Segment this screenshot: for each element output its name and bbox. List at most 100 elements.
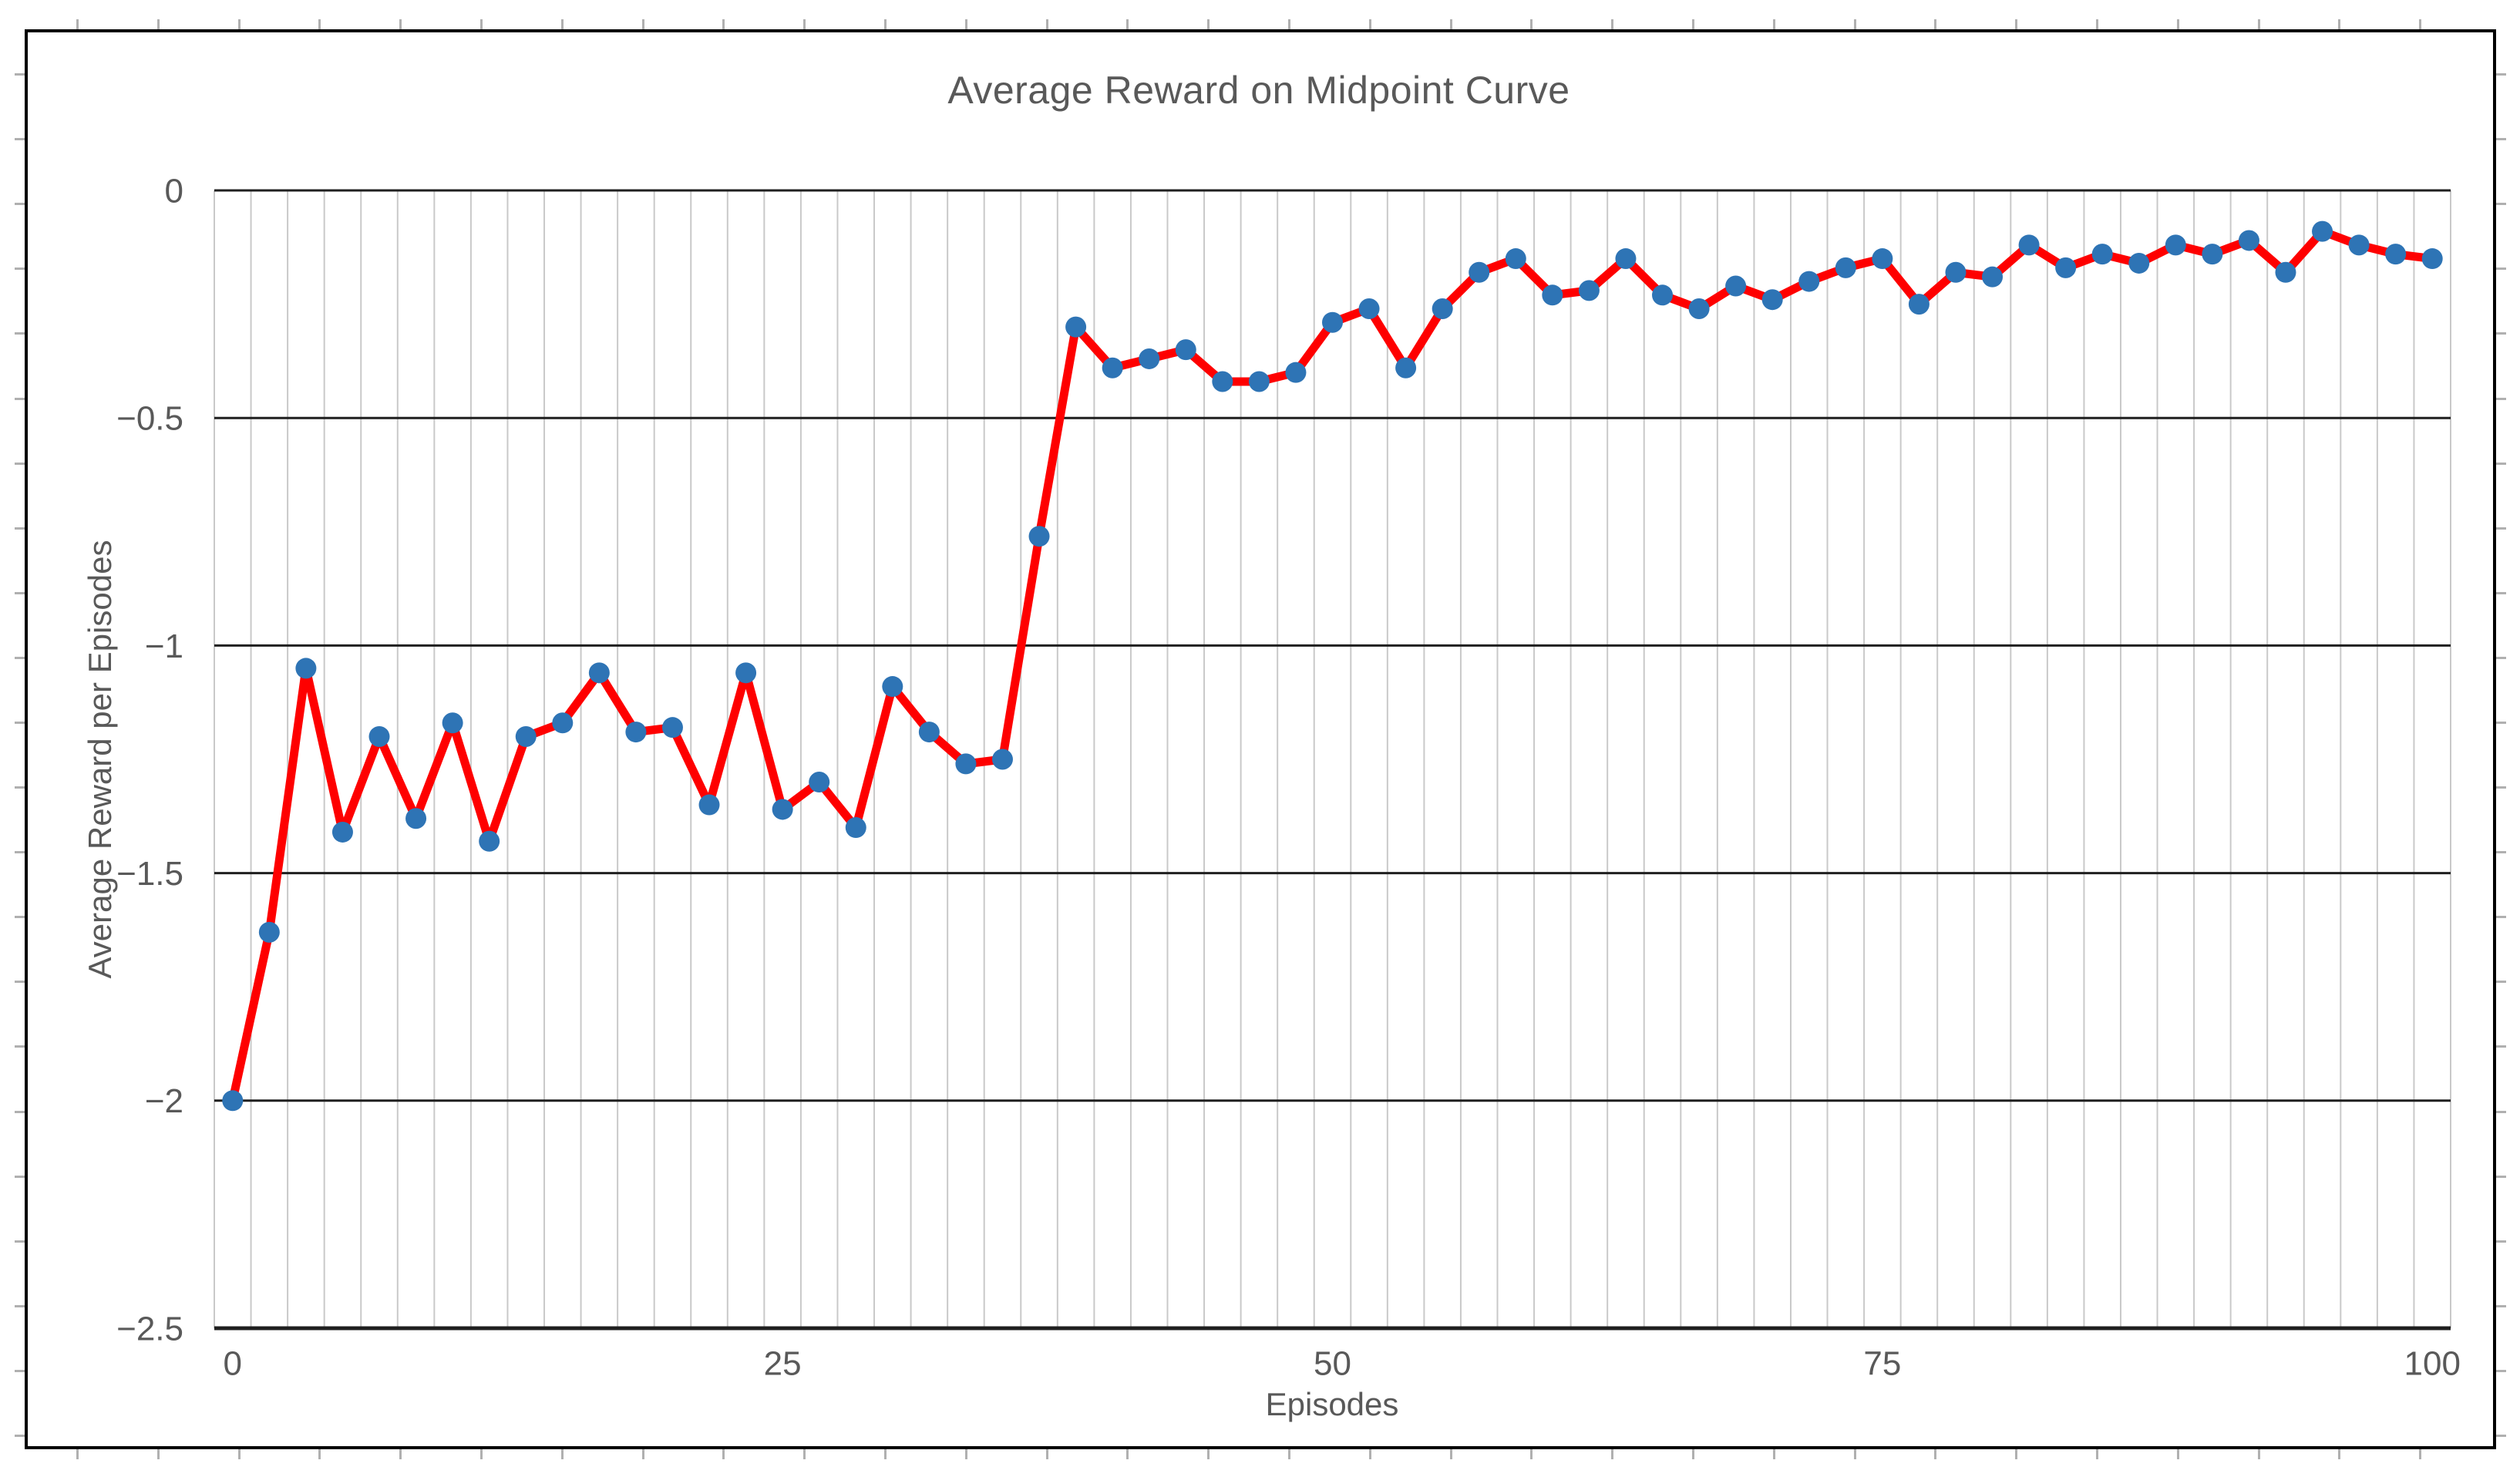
data-point-marker [1322, 311, 1343, 333]
ruler-tick [399, 1449, 402, 1459]
ruler-tick [1450, 1449, 1452, 1459]
ruler-tick [2496, 1370, 2506, 1372]
data-point-marker [2128, 252, 2150, 274]
ruler-tick [1530, 1449, 1533, 1459]
data-point-marker [1835, 257, 1856, 278]
ruler-tick [15, 657, 25, 659]
ruler-tick [2015, 1449, 2017, 1459]
ruler-tick [803, 1449, 806, 1459]
data-point-marker [661, 717, 683, 738]
data-point-marker [2312, 220, 2333, 242]
data-point-marker [1761, 289, 1783, 311]
ruler-tick [157, 1449, 160, 1459]
ruler-tick [15, 592, 25, 594]
ruler-tick [2177, 1449, 2179, 1459]
ruler-tick [15, 398, 25, 400]
ruler-tick [15, 786, 25, 789]
data-point-marker [258, 921, 280, 943]
ruler-tick [15, 1111, 25, 1113]
data-point-marker [2275, 261, 2296, 283]
ruler-tick [2338, 1449, 2340, 1459]
ruler-tick [1288, 19, 1290, 29]
ruler-tick [15, 138, 25, 140]
ruler-tick [15, 1045, 25, 1048]
data-point-marker [625, 722, 647, 743]
ruler-tick [2496, 851, 2506, 853]
ruler-tick [1854, 19, 1856, 29]
ruler-tick [15, 916, 25, 918]
data-point-marker [1798, 271, 1820, 292]
data-point-marker [2385, 244, 2407, 265]
ruler-tick [2496, 1240, 2506, 1243]
data-point-marker [2421, 248, 2443, 270]
ruler-tick [884, 19, 887, 29]
ruler-tick [2496, 1045, 2506, 1048]
y-tick-label: −0.5 [116, 400, 183, 438]
ruler-tick [1611, 1449, 1613, 1459]
y-tick-label: 0 [165, 172, 183, 210]
data-point-marker [1358, 298, 1380, 320]
ruler-tick [722, 1449, 725, 1459]
ruler-tick [1530, 19, 1533, 29]
ruler-tick [1854, 1449, 1856, 1459]
x-tick-label: 75 [1863, 1344, 1901, 1382]
ruler-tick [2496, 592, 2506, 594]
ruler-tick [1369, 1449, 1371, 1459]
data-point-marker [1578, 280, 1600, 301]
ruler-tick [2177, 19, 2179, 29]
ruler-tick [1692, 1449, 1694, 1459]
y-tick-label: −2.5 [116, 1310, 183, 1347]
ruler-tick [884, 1449, 887, 1459]
data-point-marker [955, 753, 977, 775]
data-point-marker [991, 749, 1013, 770]
ruler-tick [722, 19, 725, 29]
ruler-tick [2496, 1305, 2506, 1307]
ruler-tick [15, 1435, 25, 1437]
ruler-tick [1126, 19, 1129, 29]
ruler-tick [15, 981, 25, 983]
data-point-marker [1872, 248, 1893, 270]
ruler-tick [2496, 267, 2506, 270]
ruler-tick [2496, 1176, 2506, 1178]
y-tick-label: −1 [145, 627, 183, 665]
data-point-marker [2238, 230, 2259, 251]
ruler-tick [76, 1449, 79, 1459]
data-point-marker [882, 676, 903, 698]
ruler-tick [2258, 1449, 2260, 1459]
data-point-marker [331, 821, 353, 843]
x-tick-label: 50 [1314, 1344, 1351, 1382]
ruler-tick [2258, 19, 2260, 29]
data-point-marker [1505, 248, 1526, 270]
ruler-tick [2096, 1449, 2098, 1459]
ruler-tick [15, 73, 25, 76]
ruler-tick [15, 1305, 25, 1307]
x-tick-label: 0 [224, 1344, 242, 1382]
ruler-tick [1934, 1449, 1936, 1459]
data-point-marker [442, 712, 463, 734]
ruler-tick [318, 1449, 321, 1459]
data-point-marker [1542, 284, 1563, 306]
ruler-tick [1207, 19, 1210, 29]
ruler-tick [2419, 19, 2421, 29]
data-point-marker [2091, 244, 2113, 265]
ruler-tick [238, 19, 241, 29]
data-point-marker [405, 808, 427, 829]
data-point-marker [698, 794, 720, 816]
ruler-tick [1288, 1449, 1290, 1459]
ruler-tick [642, 1449, 644, 1459]
ruler-tick [15, 527, 25, 530]
data-point-marker [1725, 275, 1747, 297]
data-point-marker [2202, 244, 2223, 265]
x-axis-title: Episodes [1265, 1386, 1399, 1422]
data-point-marker [1139, 348, 1160, 369]
data-point-marker [1028, 526, 1050, 547]
ruler-tick [2496, 463, 2506, 465]
ruler-tick [2496, 73, 2506, 76]
data-point-marker [368, 725, 390, 747]
data-point-marker [1285, 362, 1307, 383]
ruler-tick [15, 1370, 25, 1372]
ruler-tick [642, 19, 644, 29]
ruler-tick [238, 1449, 241, 1459]
ruler-tick [2496, 657, 2506, 659]
data-point-marker [2018, 234, 2040, 256]
